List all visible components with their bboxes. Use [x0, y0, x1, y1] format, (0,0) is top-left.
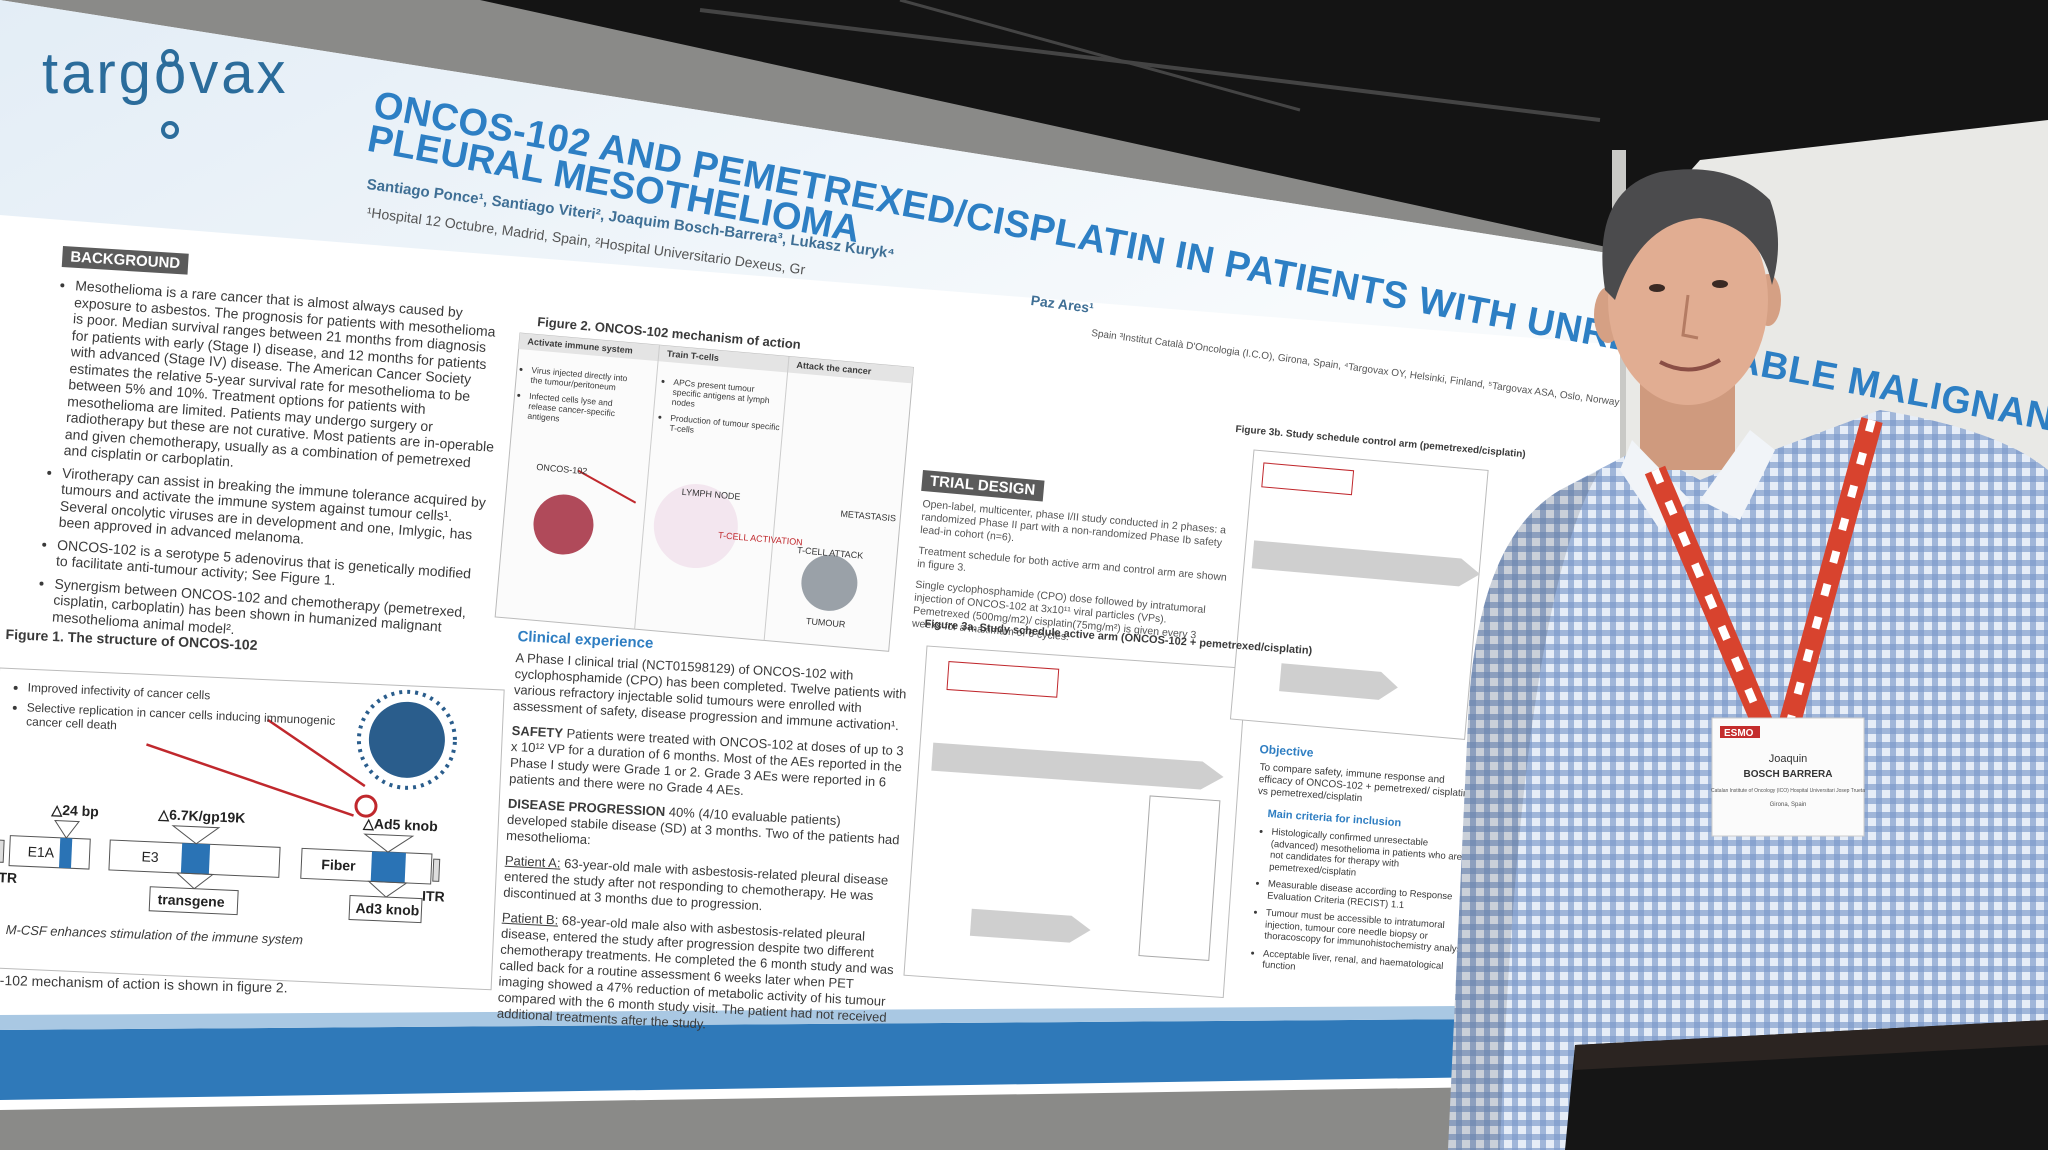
label: E1A — [27, 843, 55, 860]
eye — [1712, 280, 1728, 288]
badge-name: BOSCH BARRERA — [1744, 769, 1833, 780]
label: △6.7K/gp19K — [157, 806, 246, 826]
lanyard — [1651, 468, 1766, 724]
truss — [699, 8, 1601, 122]
badge-event: ESMO — [1724, 728, 1754, 739]
figure2-diagram — [494, 332, 915, 652]
belt — [1574, 1020, 2048, 1070]
figure3b-diagram — [1229, 449, 1489, 740]
label: ITR — [422, 888, 445, 905]
label: ITR — [0, 869, 17, 886]
poster-footer-band — [0, 1018, 1620, 1100]
label: METASTASIS — [840, 509, 896, 524]
figure3a-diagram — [903, 645, 1247, 999]
label: ONCOS-102 — [536, 462, 588, 476]
label: E3 — [141, 848, 159, 865]
poster-footer-line — [0, 1005, 1620, 1030]
eye — [1649, 284, 1665, 292]
label: transgene — [157, 891, 225, 910]
hair — [1602, 169, 1779, 300]
figure1-diagram — [0, 667, 505, 991]
lanyard — [1779, 417, 1883, 725]
badge-city: Girona, Spain — [1770, 802, 1807, 808]
truss — [899, 0, 1301, 112]
badge-logo — [1720, 726, 1760, 738]
badge-institution: Catalan Institute of Oncology (ICO) Hosp… — [1711, 788, 1865, 794]
poster-header — [0, 0, 1620, 345]
collar — [1700, 430, 1775, 520]
label: △24 bp — [50, 801, 99, 819]
label: TUMOUR — [806, 616, 847, 629]
shirt-shadow — [1448, 470, 1600, 1150]
mouth — [1659, 358, 1722, 372]
logo: targovax — [42, 41, 289, 106]
nose — [1681, 294, 1699, 340]
badge-name: Joaquin — [1769, 753, 1808, 765]
label: Fiber — [321, 856, 356, 874]
label: △Ad5 knob — [362, 815, 438, 834]
logo-mark — [161, 49, 179, 139]
label: Ad3 knob — [355, 900, 419, 919]
